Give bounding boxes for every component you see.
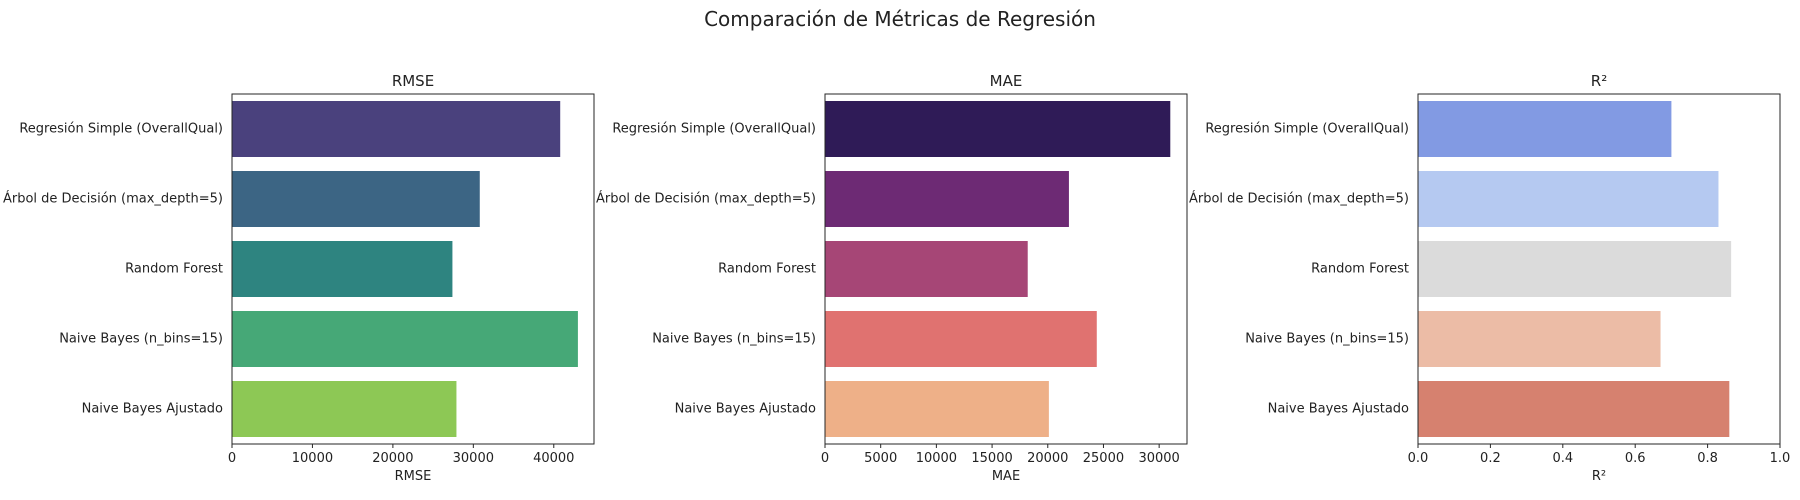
y-tick-label: Naive Bayes Ajustado [1268,402,1409,417]
chart-title: R² [1591,72,1607,90]
x-axis-label: RMSE [395,469,432,484]
y-tick-label: Árbol de Decisión (max_depth=5) [596,191,816,207]
bar [1418,241,1732,297]
bar [825,381,1049,437]
x-tick-label: 0.0 [1408,451,1429,466]
y-tick-label: Naive Bayes (n_bins=15) [652,332,816,347]
y-tick-label: Regresión Simple (OverallQual) [1205,122,1409,137]
bar [232,311,578,367]
bar [825,311,1097,367]
x-axis-label: MAE [992,469,1020,484]
x-tick-label: 30000 [453,451,494,466]
y-tick-label: Naive Bayes (n_bins=15) [1245,332,1409,347]
axes-frame [231,93,595,445]
x-tick-label: 0.2 [1480,451,1501,466]
bar [232,241,453,297]
bar [825,101,1171,157]
bar [232,101,561,157]
x-tick-label: 0.8 [1697,451,1718,466]
x-tick-label: 10000 [292,451,333,466]
bar [1418,311,1661,367]
x-tick-label: 0 [228,451,236,466]
x-tick-label: 25000 [1083,451,1124,466]
chart-title: MAE [990,72,1023,90]
x-tick-label: 0 [821,451,829,466]
bar [232,171,480,227]
y-tick-label: Random Forest [125,262,223,277]
x-tick-label: 40000 [533,451,574,466]
y-tick-label: Random Forest [718,262,816,277]
x-axis-label: R² [1592,469,1606,484]
axes-frame [824,93,1188,445]
y-tick-label: Naive Bayes (n_bins=15) [59,332,223,347]
chart-panel-2: Regresión Simple (OverallQual) Árbol de D… [596,72,1188,484]
y-tick-label: Árbol de Decisión (max_depth=5) [1189,191,1409,207]
y-tick-label: Árbol de Decisión (max_depth=5) [3,191,223,207]
y-tick-label: Regresión Simple (OverallQual) [19,122,223,137]
bar [825,241,1028,297]
chart-title: RMSE [392,72,434,90]
bar [232,381,457,437]
y-tick-label: Random Forest [1311,262,1409,277]
bar [1418,381,1730,437]
bar [1418,101,1672,157]
x-tick-label: 15000 [971,451,1012,466]
axes-frame [1417,93,1781,445]
bar [1418,171,1719,227]
chart-panel-1: Regresión Simple (OverallQual) Árbol de D… [3,72,595,484]
x-tick-label: 1.0 [1770,451,1791,466]
figure-title: Comparación de Métricas de Regresión [704,7,1096,31]
bar [825,171,1069,227]
x-tick-label: 5000 [864,451,897,466]
y-tick-label: Regresión Simple (OverallQual) [612,122,816,137]
x-tick-label: 0.4 [1552,451,1573,466]
y-tick-label: Naive Bayes Ajustado [675,402,816,417]
chart-panel-3: Regresión Simple (OverallQual) Árbol de D… [1189,72,1790,484]
x-tick-label: 10000 [916,451,957,466]
y-tick-label: Naive Bayes Ajustado [82,402,223,417]
x-tick-label: 30000 [1138,451,1179,466]
x-tick-label: 20000 [372,451,413,466]
x-tick-label: 0.6 [1625,451,1646,466]
x-tick-label: 20000 [1027,451,1068,466]
